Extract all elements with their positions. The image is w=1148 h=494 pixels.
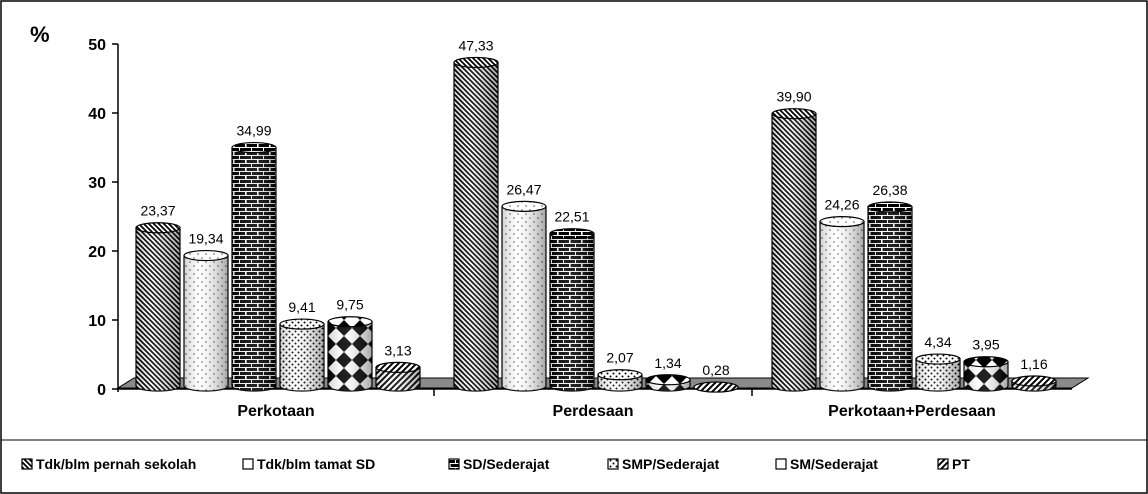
data-label: 1,16 bbox=[1020, 356, 1047, 372]
bar bbox=[232, 143, 276, 391]
legend-label: Tdk/blm pernah sekolah bbox=[36, 456, 196, 472]
x-category-label: Perdesaan bbox=[553, 403, 634, 420]
bar-shading bbox=[328, 322, 372, 391]
legend-swatch bbox=[608, 459, 618, 469]
y-tick-label: 30 bbox=[88, 175, 106, 192]
bar-shading bbox=[772, 114, 816, 391]
x-category-label: Perkotaan bbox=[237, 403, 314, 420]
legend-swatch bbox=[449, 459, 459, 469]
bar-shading bbox=[502, 206, 546, 391]
y-tick-label: 20 bbox=[88, 244, 106, 261]
y-unit-label: % bbox=[30, 22, 50, 47]
bar bbox=[646, 375, 690, 391]
legend-label: SD/Sederajat bbox=[463, 456, 550, 472]
bar-top bbox=[820, 217, 864, 227]
y-tick-label: 40 bbox=[88, 106, 106, 123]
bar bbox=[136, 223, 180, 391]
legend-swatch bbox=[776, 459, 786, 469]
bar-shading bbox=[232, 148, 276, 391]
bar bbox=[1012, 376, 1056, 391]
data-label: 24,26 bbox=[824, 197, 859, 213]
bar bbox=[772, 109, 816, 391]
legend-item: SM/Sederajat bbox=[776, 456, 878, 472]
y-tick-label: 10 bbox=[88, 313, 106, 330]
bar-top bbox=[1012, 376, 1056, 386]
data-label: 9,75 bbox=[336, 297, 363, 313]
bar-top bbox=[136, 223, 180, 233]
bar bbox=[454, 57, 498, 391]
data-label: 3,13 bbox=[384, 342, 411, 358]
legend-swatch bbox=[938, 459, 948, 469]
bar-top bbox=[694, 382, 738, 392]
data-label: 0,28 bbox=[702, 362, 729, 378]
data-label: 2,07 bbox=[606, 350, 633, 366]
bar-top bbox=[280, 319, 324, 329]
x-category-label: Perkotaan+Perdesaan bbox=[828, 403, 996, 420]
legend: Tdk/blm pernah sekolah Tdk/blm tamat SD … bbox=[22, 456, 970, 472]
bar-top bbox=[232, 143, 276, 153]
bar bbox=[598, 370, 642, 391]
bar-top bbox=[550, 229, 594, 239]
data-label: 26,47 bbox=[506, 181, 541, 197]
data-label: 23,37 bbox=[140, 203, 175, 219]
legend-label: SMP/Sederajat bbox=[622, 456, 720, 472]
bar-shading bbox=[280, 324, 324, 391]
bar bbox=[328, 317, 372, 391]
data-label: 1,34 bbox=[654, 355, 681, 371]
data-label: 47,33 bbox=[458, 37, 493, 53]
legend-item: SMP/Sederajat bbox=[608, 456, 720, 472]
legend-label: SM/Sederajat bbox=[790, 456, 878, 472]
data-label: 19,34 bbox=[188, 231, 223, 247]
bar-top bbox=[646, 375, 690, 385]
legend-item: Tdk/blm pernah sekolah bbox=[22, 456, 196, 472]
bar-top bbox=[502, 201, 546, 211]
bar bbox=[550, 229, 594, 391]
bar bbox=[694, 382, 738, 392]
bar-top bbox=[598, 370, 642, 380]
bar-top bbox=[376, 362, 420, 372]
bar-shading bbox=[820, 222, 864, 391]
data-label: 26,38 bbox=[872, 182, 907, 198]
bar-shading bbox=[868, 207, 912, 391]
bar bbox=[502, 201, 546, 391]
y-tick-label: 50 bbox=[88, 37, 106, 54]
bar-top bbox=[772, 109, 816, 119]
bar-shading bbox=[454, 62, 498, 391]
bar-top bbox=[868, 202, 912, 212]
bar bbox=[820, 217, 864, 391]
bar bbox=[280, 319, 324, 391]
bar-top bbox=[184, 251, 228, 261]
bar-top bbox=[964, 357, 1008, 367]
bar bbox=[868, 202, 912, 391]
bar-top bbox=[454, 57, 498, 67]
bar bbox=[964, 357, 1008, 391]
bar-top bbox=[916, 354, 960, 364]
data-label: 4,34 bbox=[924, 334, 951, 350]
legend-label: Tdk/blm tamat SD bbox=[257, 456, 375, 472]
data-label: 3,95 bbox=[972, 337, 999, 353]
legend-item: SD/Sederajat bbox=[449, 456, 550, 472]
legend-swatch bbox=[243, 459, 253, 469]
bar-shading bbox=[184, 256, 228, 391]
bar bbox=[184, 251, 228, 391]
data-label: 39,90 bbox=[776, 89, 811, 105]
data-label: 9,41 bbox=[288, 299, 315, 315]
data-label: 34,99 bbox=[236, 123, 271, 139]
data-label: 22,51 bbox=[554, 209, 589, 225]
bar bbox=[916, 354, 960, 391]
bar bbox=[376, 362, 420, 391]
legend-item: Tdk/blm tamat SD bbox=[243, 456, 375, 472]
legend-swatch bbox=[22, 459, 32, 469]
bar-shading bbox=[136, 228, 180, 391]
legend-label: PT bbox=[952, 456, 970, 472]
bar-top bbox=[328, 317, 372, 327]
y-tick-label: 0 bbox=[97, 382, 106, 399]
bar-shading bbox=[550, 234, 594, 391]
